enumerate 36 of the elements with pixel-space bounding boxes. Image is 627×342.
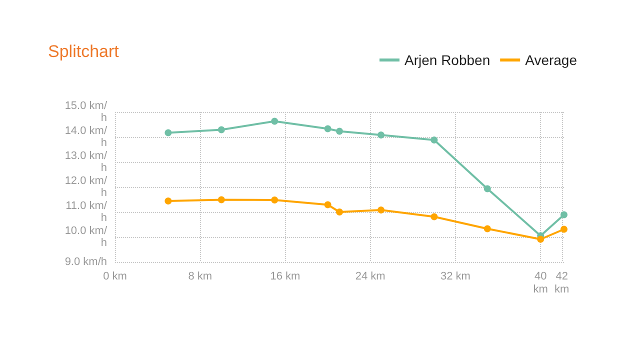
point [378,206,384,214]
x-tick-label: 42 km [554,270,570,296]
point [164,198,172,204]
point [430,136,438,144]
legend-label: Average [525,52,578,68]
point [560,211,568,218]
legend-label: Arjen Robben [404,52,490,68]
x-tick-label: 0 km [103,270,127,282]
point [560,226,568,233]
x-tick-label: 40 km [533,270,548,296]
x-tick-label: 8 km [188,270,212,282]
point [336,208,343,216]
y-tick-label: 11.0 km/h [66,200,108,224]
point [484,185,491,192]
chart-title: Splitchart [48,42,120,61]
point [336,128,343,135]
y-tick-label: 15.0 km/h [64,100,108,124]
point [324,125,332,132]
point [271,118,278,125]
point [430,213,438,220]
x-tick-label: 16 km [270,270,300,282]
x-tick-label: 32 km [440,270,470,282]
point [324,201,332,208]
y-tick-label: 10.0 km/h [64,225,108,249]
y-tick-label: 12.0 km/h [64,175,108,199]
point [271,196,278,204]
point [164,129,172,136]
y-tick-label: 9.0 km/h [64,256,107,268]
point [537,236,544,243]
point [218,126,225,134]
point [484,225,491,232]
point [218,196,225,204]
x-tick-label: 24 km [355,270,386,282]
point [378,132,384,138]
y-tick-label: 14.0 km/h [64,125,108,149]
y-tick-label: 13.0 km/h [64,150,108,174]
